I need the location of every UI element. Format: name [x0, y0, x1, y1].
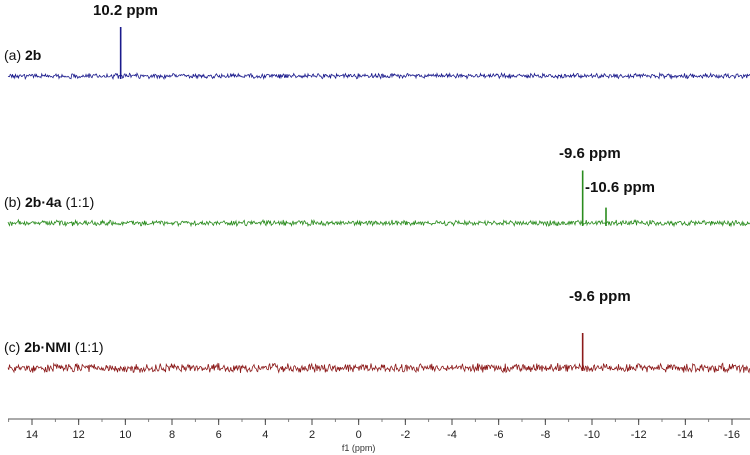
peak-label-a-0: 10.2 ppm	[93, 2, 158, 19]
x-tick-label: -12	[631, 429, 647, 441]
x-tick-label: 8	[169, 429, 175, 441]
x-tick-label: -6	[494, 429, 504, 441]
x-tick-label: 4	[262, 429, 268, 441]
x-axis-title: f1 (ppm)	[342, 443, 376, 453]
peak-label-b-1: -10.6 ppm	[585, 179, 655, 196]
spectrum-trace-a	[7, 71, 750, 81]
spectrum-label-c: (c) 2b·NMI (1:1)	[4, 339, 104, 355]
spectrum-trace-c	[7, 362, 750, 374]
peak-label-b-0: -9.6 ppm	[559, 145, 621, 162]
x-tick-label: -8	[540, 429, 550, 441]
x-tick-label: 2	[309, 429, 315, 441]
peak-label-c-0: -9.6 ppm	[569, 288, 631, 305]
x-tick-label: -4	[447, 429, 457, 441]
x-tick-label: 12	[73, 429, 85, 441]
x-tick-label: -16	[724, 429, 740, 441]
x-tick-label: 14	[26, 429, 38, 441]
x-tick-label: -10	[584, 429, 600, 441]
x-tick-label: -14	[677, 429, 693, 441]
x-tick-label: 0	[356, 429, 362, 441]
x-axis-ticks	[8, 419, 733, 425]
x-tick-label: -2	[400, 429, 410, 441]
spectrum-label-a: (a) 2b	[4, 47, 41, 63]
x-tick-label: 10	[119, 429, 131, 441]
spectrum-label-b: (b) 2b·4a (1:1)	[4, 194, 94, 210]
peak-labels: 10.2 ppm -9.6 ppm -10.6 ppm -9.6 ppm	[93, 2, 655, 305]
spectrum-trace-b	[7, 218, 750, 228]
spectra-traces	[7, 27, 750, 374]
x-axis: 14 12 10 8 6 4 2 0 -2 -4 -6 -8 -10 -12 -14 -16 f1 (ppm)	[8, 418, 750, 453]
spectrum-labels: (a) 2b (b) 2b·4a (1:1) (c) 2b·NMI (1:1)	[4, 47, 104, 355]
x-axis-tick-labels: 14 12 10 8 6 4 2 0 -2 -4 -6 -8 -10 -12 -14 -16	[26, 429, 740, 441]
x-tick-label: 6	[216, 429, 222, 441]
